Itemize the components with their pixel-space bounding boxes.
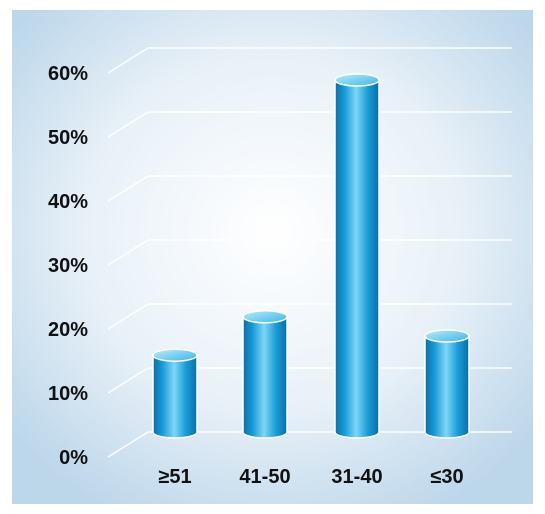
gridline — [107, 175, 512, 202]
gridlines — [107, 47, 512, 458]
gridline — [107, 431, 512, 458]
y-tick-label: 40% — [48, 191, 88, 213]
x-axis-labels: ≥51 41-50 31-40 ≤30 — [158, 466, 463, 488]
y-tick-label: 20% — [48, 319, 88, 341]
gridline — [107, 239, 512, 266]
x-tick-label: 41-50 — [239, 466, 290, 488]
bar — [242, 310, 288, 439]
y-axis-ticks: 0% 10% 20% 30% 40% 50% 60% — [48, 63, 88, 469]
gridline — [107, 47, 512, 74]
gridline — [107, 367, 512, 394]
bar — [334, 73, 380, 439]
x-tick-label: ≤30 — [430, 466, 463, 488]
y-tick-label: 50% — [48, 127, 88, 149]
y-tick-label: 10% — [48, 383, 88, 405]
bar — [424, 329, 470, 439]
x-tick-label: ≥51 — [158, 466, 191, 488]
y-tick-label: 60% — [48, 63, 88, 85]
gridline — [107, 303, 512, 330]
bar — [152, 348, 198, 439]
y-tick-label: 0% — [59, 447, 88, 469]
bars — [152, 73, 470, 439]
gridline — [107, 111, 512, 138]
x-tick-label: 31-40 — [331, 466, 382, 488]
y-tick-label: 30% — [48, 255, 88, 277]
